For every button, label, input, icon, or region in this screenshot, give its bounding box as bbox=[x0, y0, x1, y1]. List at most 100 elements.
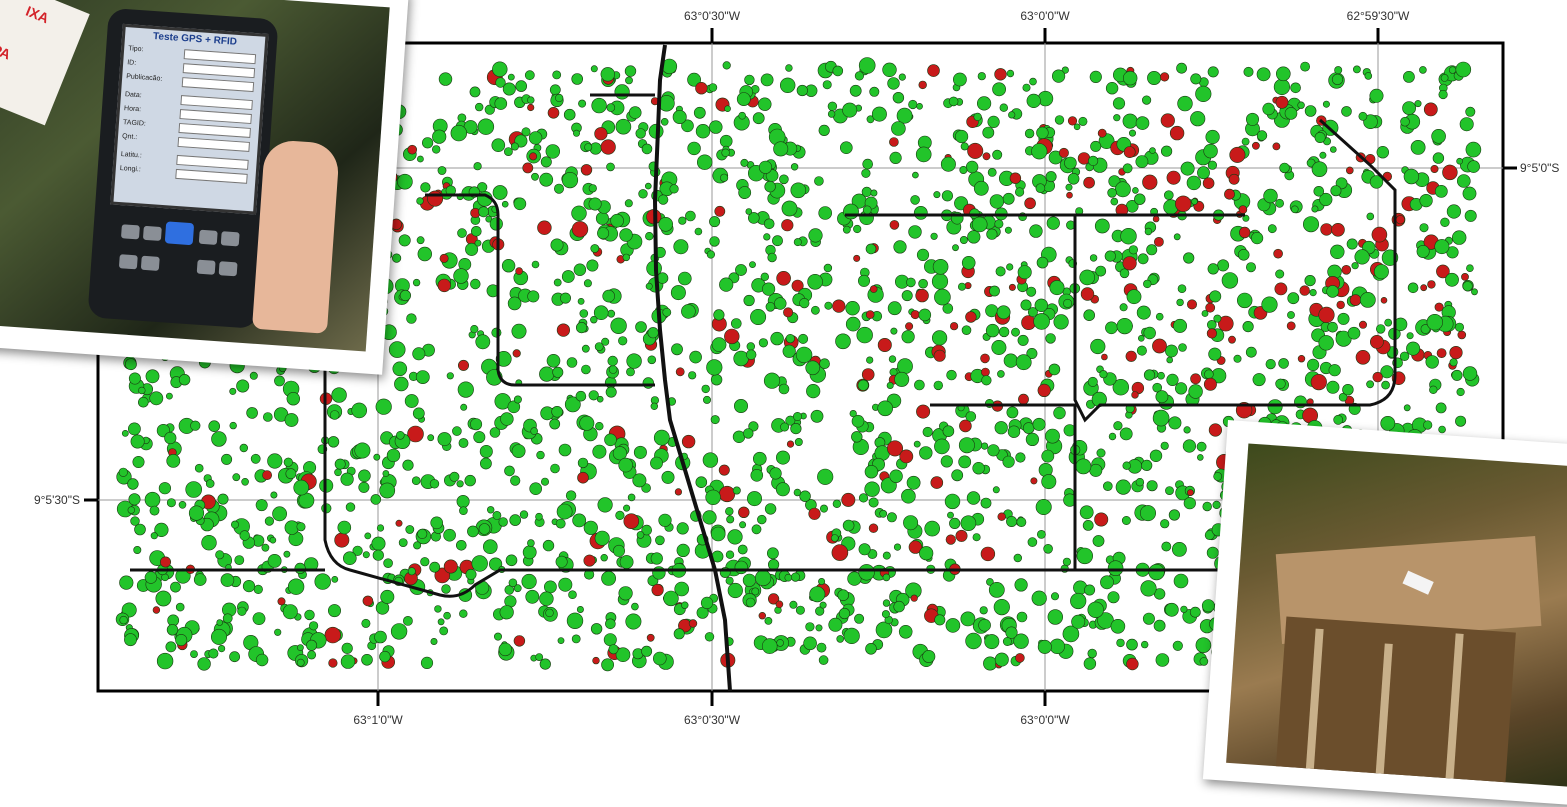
tree-point-green bbox=[1376, 146, 1390, 159]
tree-point-green bbox=[597, 497, 613, 513]
tree-point-green bbox=[985, 323, 1000, 338]
tree-point-green bbox=[416, 197, 424, 205]
tree-point-green bbox=[922, 649, 936, 663]
tree-point-green bbox=[1330, 185, 1342, 197]
tree-point-green bbox=[1062, 625, 1080, 643]
tree-point-green bbox=[272, 506, 287, 522]
tree-point-green bbox=[915, 146, 932, 163]
tree-point-green bbox=[608, 365, 618, 374]
tree-point-green bbox=[1007, 425, 1021, 438]
key bbox=[220, 231, 240, 247]
tree-point-green bbox=[154, 522, 169, 538]
tree-point-green bbox=[992, 149, 1003, 160]
tree-point-red bbox=[1297, 355, 1306, 363]
tree-point-green bbox=[658, 217, 674, 232]
tree-point-green bbox=[624, 65, 637, 77]
tree-point-green bbox=[216, 619, 223, 626]
tree-point-green bbox=[1062, 557, 1071, 566]
tree-point-green bbox=[475, 334, 491, 350]
tree-point-red bbox=[1427, 280, 1436, 289]
tree-point-red bbox=[407, 425, 424, 443]
tree-point-green bbox=[412, 347, 426, 361]
tree-point-green bbox=[779, 174, 789, 185]
tree-point-green bbox=[1065, 183, 1073, 191]
tree-point-green bbox=[600, 67, 615, 82]
tree-point-green bbox=[930, 232, 938, 240]
tree-point-green bbox=[495, 77, 506, 88]
tree-point-green bbox=[577, 297, 585, 305]
tree-point-green bbox=[1165, 344, 1178, 358]
tree-point-green bbox=[479, 444, 493, 458]
tree-point-green bbox=[525, 589, 540, 604]
tree-point-green bbox=[406, 313, 417, 324]
tree-point-red bbox=[513, 635, 526, 647]
tree-point-green bbox=[818, 577, 826, 585]
tree-point-green bbox=[893, 240, 907, 254]
tree-point-green bbox=[894, 371, 910, 387]
tree-point-green bbox=[650, 552, 663, 565]
tree-point-green bbox=[1073, 123, 1081, 131]
tree-point-green bbox=[839, 141, 853, 154]
tree-point-green bbox=[1203, 143, 1218, 159]
tree-point-green bbox=[1429, 385, 1438, 394]
tree-point-red bbox=[714, 205, 726, 217]
tree-point-green bbox=[858, 543, 871, 556]
tree-point-red bbox=[949, 322, 959, 331]
tree-point-green bbox=[429, 479, 440, 489]
tree-point-green bbox=[1399, 351, 1410, 361]
tree-point-green bbox=[437, 618, 445, 626]
screen-field-label: Hora: bbox=[123, 105, 142, 114]
tree-point-green bbox=[758, 160, 773, 174]
tree-point-green bbox=[984, 634, 1000, 650]
tree-point-green bbox=[842, 102, 858, 118]
tree-point-green bbox=[945, 618, 961, 633]
tree-point-green bbox=[1419, 66, 1427, 74]
tree-point-red bbox=[1346, 166, 1354, 175]
tree-point-green bbox=[700, 596, 714, 610]
tree-point-green bbox=[888, 355, 897, 363]
tree-point-green bbox=[1434, 239, 1450, 255]
tree-point-green bbox=[681, 601, 689, 609]
tree-point-red bbox=[1273, 248, 1283, 259]
tree-point-green bbox=[1180, 605, 1188, 613]
tree-point-green bbox=[250, 453, 261, 464]
tree-point-green bbox=[983, 656, 998, 671]
tree-point-green bbox=[128, 493, 141, 506]
tree-point-green bbox=[625, 613, 642, 630]
tree-point-green bbox=[1132, 187, 1139, 194]
tree-point-red bbox=[1461, 272, 1469, 281]
top-coordinate-label-1: 63°0'30"W bbox=[684, 9, 741, 23]
tree-point-green bbox=[441, 584, 451, 594]
tree-point-red bbox=[889, 137, 899, 147]
tree-point-green bbox=[232, 473, 241, 482]
tree-point-green bbox=[924, 520, 941, 537]
tree-point-green bbox=[1032, 417, 1046, 431]
tree-point-green bbox=[914, 379, 925, 391]
tree-point-green bbox=[1369, 88, 1384, 103]
tree-point-green bbox=[478, 206, 489, 218]
tree-point-green bbox=[835, 333, 851, 350]
tree-point-green bbox=[1217, 259, 1230, 272]
tree-point-green bbox=[1213, 314, 1222, 323]
tree-point-green bbox=[790, 182, 807, 199]
tree-point-green bbox=[851, 431, 863, 443]
tree-point-green bbox=[1128, 245, 1138, 255]
tree-point-green bbox=[1161, 541, 1172, 552]
tree-point-green bbox=[1160, 145, 1173, 157]
tree-point-green bbox=[489, 427, 501, 438]
tree-point-green bbox=[881, 610, 890, 619]
tree-point-green bbox=[405, 525, 415, 534]
tree-point-green bbox=[593, 305, 609, 321]
tree-point-green bbox=[1165, 486, 1174, 495]
tree-point-green bbox=[916, 103, 923, 110]
tree-point-green bbox=[1314, 132, 1326, 144]
tree-point-green bbox=[760, 73, 774, 87]
tree-point-green bbox=[429, 561, 441, 573]
tree-point-red bbox=[334, 532, 350, 548]
tree-point-green bbox=[1363, 114, 1378, 129]
tree-point-green bbox=[1358, 111, 1368, 121]
tree-point-green bbox=[337, 520, 352, 535]
tree-point-green bbox=[1327, 321, 1338, 333]
tree-point-red bbox=[1318, 306, 1335, 324]
tree-point-red bbox=[1370, 334, 1384, 349]
